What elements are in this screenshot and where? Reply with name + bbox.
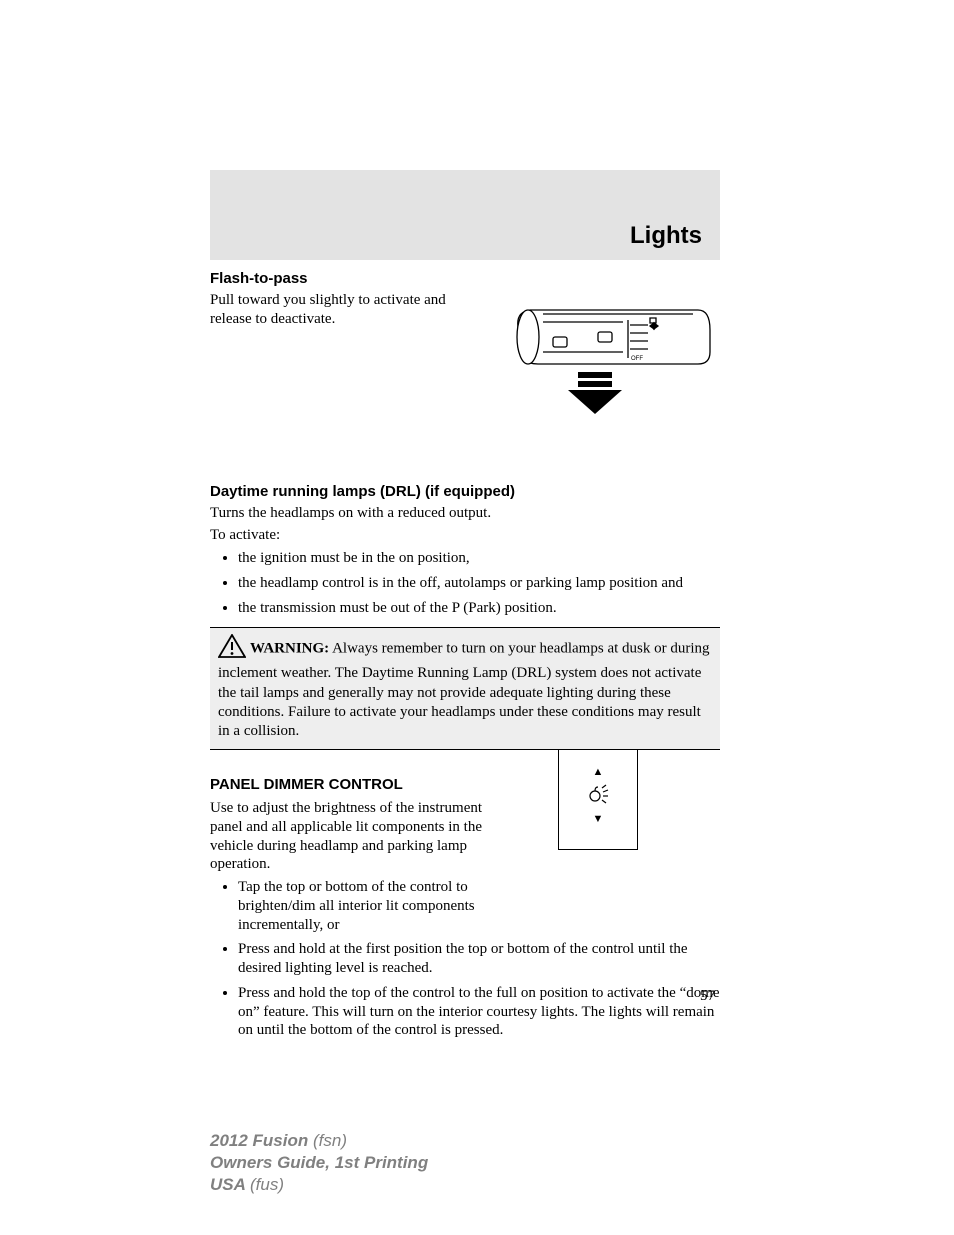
list-item: Tap the top or bottom of the control to …	[238, 878, 518, 934]
header-band: Lights	[210, 170, 720, 260]
text-drl-intro2: To activate:	[210, 526, 720, 545]
text-flash-to-pass: Pull toward you slightly to activate and…	[210, 291, 490, 329]
heading-drl: Daytime running lamps (DRL) (if equipped…	[210, 483, 720, 500]
footer-region-code: (fus)	[250, 1175, 284, 1194]
list-item: the headlamp control is in the off, auto…	[238, 574, 720, 593]
list-item: Press and hold at the first position the…	[238, 940, 720, 978]
warning-triangle-icon	[218, 634, 246, 664]
text-drl-intro1: Turns the headlamps on with a reduced ou…	[210, 504, 720, 523]
page-number: 57	[210, 988, 715, 1005]
list-dimmer: Tap the top or bottom of the control to …	[210, 878, 720, 1040]
chapter-title: Lights	[630, 222, 702, 250]
list-item: the transmission must be out of the P (P…	[238, 599, 720, 618]
footer-imprint: 2012 Fusion (fsn) Owners Guide, 1st Prin…	[210, 1130, 720, 1196]
text-dimmer-intro: Use to adjust the brightness of the inst…	[210, 799, 510, 874]
heading-flash-to-pass: Flash-to-pass	[210, 270, 720, 287]
footer-region: USA	[210, 1175, 250, 1194]
warning-box: WARNING: Always remember to turn on your…	[210, 627, 720, 750]
footer-model-code: (fsn)	[313, 1131, 347, 1150]
page-content: Flash-to-pass Pull toward you slightly t…	[210, 270, 720, 1046]
footer-model: 2012 Fusion	[210, 1131, 313, 1150]
warning-label: WARNING:	[250, 641, 329, 657]
list-drl-conditions: the ignition must be in the on position,…	[210, 549, 720, 617]
list-item: the ignition must be in the on position,	[238, 549, 720, 568]
heading-panel-dimmer: PANEL DIMMER CONTROL	[210, 776, 720, 793]
footer-guide: Owners Guide, 1st Printing	[210, 1152, 720, 1174]
